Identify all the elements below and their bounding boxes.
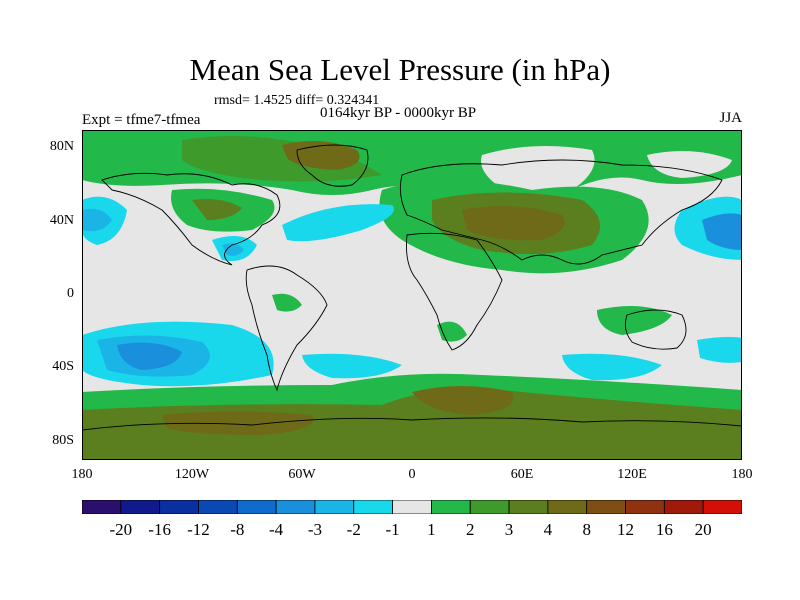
longitude-tick-label: 0 bbox=[408, 467, 416, 482]
colorbar-swatch bbox=[353, 500, 393, 514]
colorbar-swatch bbox=[392, 500, 432, 514]
colorbar-swatch bbox=[702, 500, 742, 514]
south-atlantic-negative bbox=[302, 353, 402, 379]
south-pacific-core bbox=[117, 342, 182, 370]
colorbar-swatch bbox=[82, 500, 122, 514]
longitude-tick-label: 180 bbox=[71, 467, 93, 482]
colorbar-label: -16 bbox=[148, 520, 171, 539]
southern-ocean-stronger bbox=[82, 389, 742, 460]
latitude-tick-label: 40N bbox=[49, 212, 74, 228]
colorbar-swatch bbox=[625, 500, 665, 514]
stats-line: rmsd= 1.4525 diff= 0.324341 bbox=[214, 93, 380, 108]
greenland-coast bbox=[296, 144, 369, 187]
south-america-coast bbox=[245, 265, 328, 392]
arctic-neutral-pocket bbox=[481, 146, 595, 194]
colorbar-swatch bbox=[198, 500, 238, 514]
colorbar-label: -20 bbox=[109, 520, 133, 539]
colorbar-swatch bbox=[547, 500, 588, 514]
latitude-tick-label: 0 bbox=[67, 286, 74, 301]
colorbar-swatch bbox=[314, 500, 355, 514]
colorbar-label: 3 bbox=[504, 520, 514, 539]
colorbar-swatch bbox=[508, 500, 549, 514]
colorbar-label: 2 bbox=[465, 520, 475, 539]
longitude-tick-label: 60W bbox=[288, 467, 316, 482]
pressure-difference-map bbox=[82, 130, 742, 460]
africa-coast bbox=[406, 232, 503, 351]
indian-ocean-negative bbox=[562, 353, 662, 381]
north-atlantic-negative bbox=[282, 204, 394, 242]
australia-coast bbox=[624, 309, 687, 350]
west-pacific-core bbox=[82, 208, 112, 232]
arctic-neutral-east bbox=[647, 151, 732, 178]
north-america-core bbox=[192, 199, 242, 220]
colorbar-swatch bbox=[586, 500, 626, 514]
colorbar-label: -8 bbox=[230, 520, 245, 539]
colorbar-label: -3 bbox=[307, 520, 323, 539]
page-title: Mean Sea Level Pressure (in hPa) bbox=[189, 52, 611, 87]
antarctic-high-east bbox=[412, 386, 514, 415]
colorbar-swatch bbox=[469, 500, 510, 514]
map-frame bbox=[82, 130, 742, 460]
latitude-tick-label: 80S bbox=[52, 432, 74, 448]
colorbar-swatch bbox=[275, 500, 316, 514]
experiment-label: Expt = tfme7-tfmea bbox=[82, 112, 201, 128]
colorbar-label: 20 bbox=[694, 520, 712, 539]
east-pacific-core bbox=[702, 213, 742, 250]
season-label: JJA bbox=[719, 110, 742, 126]
gulf-core bbox=[222, 243, 244, 256]
period-line: 0164kyr BP - 0000kyr BP bbox=[320, 105, 477, 121]
colorbar-label: 4 bbox=[543, 520, 553, 539]
colorbar-label: -4 bbox=[269, 520, 284, 539]
colorbar-label: -12 bbox=[187, 520, 210, 539]
colorbar-label: 12 bbox=[617, 520, 635, 539]
colorbar-label: -1 bbox=[385, 520, 400, 539]
colorbar-swatch bbox=[159, 500, 199, 514]
eurasia-core bbox=[462, 206, 565, 241]
colorbar-swatch bbox=[236, 500, 277, 514]
colorbar-label: 1 bbox=[427, 520, 436, 539]
colorbar-label: 8 bbox=[582, 520, 591, 539]
longitude-tick-label: 60E bbox=[510, 467, 534, 482]
south-east-pacific-negative bbox=[697, 336, 742, 363]
north-america-coast bbox=[101, 172, 281, 266]
colorbar-swatch bbox=[663, 500, 704, 514]
latitude-tick-label: 80N bbox=[49, 139, 74, 155]
arctic-stronger-band bbox=[182, 136, 382, 182]
south-america-positive bbox=[272, 293, 302, 312]
latitude-tick-label: 40S bbox=[52, 359, 74, 375]
antarctic-high bbox=[162, 411, 314, 435]
longitude-tick-label: 120W bbox=[174, 467, 210, 482]
colorbar-label: -2 bbox=[346, 520, 361, 539]
longitude-tick-label: 120E bbox=[617, 467, 647, 482]
longitude-tick-label: 180 bbox=[731, 467, 753, 482]
coastlines bbox=[82, 144, 742, 431]
antarctica-coast bbox=[82, 417, 742, 431]
colorbar-label: 16 bbox=[655, 520, 673, 539]
colorbar bbox=[82, 500, 742, 514]
australia-positive bbox=[597, 306, 672, 335]
europe-asia-coast bbox=[399, 159, 723, 265]
colorbar-swatch bbox=[120, 500, 161, 514]
siberia-high bbox=[282, 141, 360, 170]
colorbar-swatch bbox=[431, 500, 471, 514]
